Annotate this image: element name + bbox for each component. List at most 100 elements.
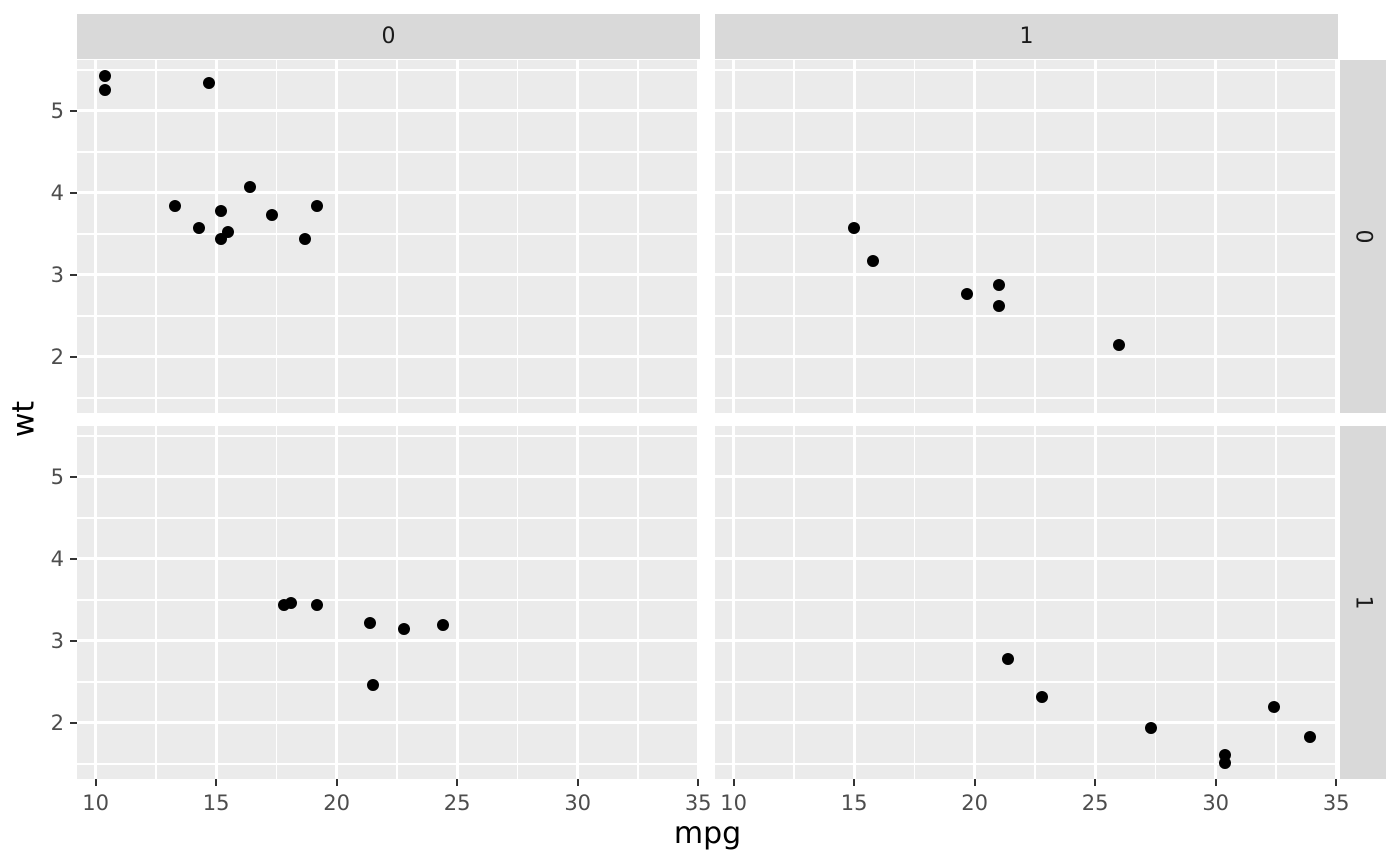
x-axis-tick: [1094, 779, 1097, 786]
data-point: [1144, 722, 1157, 735]
data-point: [992, 300, 1005, 313]
x-axis-tick-label: 10: [82, 791, 110, 815]
x-axis-tick: [94, 779, 97, 786]
gridline-minor-horizontal: [77, 599, 700, 601]
y-axis-tick: [70, 191, 77, 194]
y-axis-tick: [70, 109, 77, 112]
gridline-major-vertical: [455, 60, 459, 413]
y-axis-tick-label: 5: [50, 98, 64, 123]
x-axis-tick: [456, 779, 459, 786]
y-axis-tick-label: 3: [50, 262, 64, 287]
gridline-major-vertical: [696, 426, 700, 779]
facet-row-strip-0: 0: [1340, 60, 1386, 413]
x-axis-tick-label: 10: [720, 791, 748, 815]
data-point: [1219, 756, 1232, 769]
x-axis-title: mpg: [673, 816, 742, 851]
gridline-major-vertical: [1214, 426, 1218, 779]
data-point: [992, 279, 1005, 292]
gridline-major-vertical: [1214, 60, 1218, 413]
data-point: [366, 678, 379, 691]
gridline-minor-horizontal: [77, 233, 700, 235]
gridline-minor-horizontal: [715, 233, 1338, 235]
data-point: [99, 70, 112, 83]
gridline-minor-horizontal: [715, 763, 1338, 765]
facet-panel-row0-col0: [77, 60, 700, 413]
x-axis-tick: [1335, 779, 1338, 786]
gridline-major-horizontal: [77, 273, 700, 277]
data-point: [243, 181, 256, 194]
gridline-minor-horizontal: [77, 69, 700, 71]
x-axis-tick: [215, 779, 218, 786]
gridline-major-vertical: [852, 426, 856, 779]
y-axis-tick-label: 2: [50, 710, 64, 735]
gridline-major-horizontal: [77, 721, 700, 725]
gridline-minor-vertical: [275, 426, 278, 779]
data-point: [284, 597, 297, 610]
x-axis-tick: [732, 779, 735, 786]
data-point: [202, 76, 215, 89]
data-point: [848, 222, 861, 235]
y-axis-tick: [70, 475, 77, 478]
gridline-major-vertical: [335, 426, 339, 779]
data-point: [867, 254, 880, 267]
gridline-minor-vertical: [913, 60, 916, 413]
gridline-minor-horizontal: [77, 435, 700, 437]
data-point: [99, 84, 112, 97]
facet-panel-row1-col0: [77, 426, 700, 779]
gridline-minor-vertical: [913, 426, 916, 779]
x-axis-tick: [853, 779, 856, 786]
x-axis-tick: [697, 779, 700, 786]
gridline-minor-vertical: [275, 60, 278, 413]
x-axis-tick-label: 20: [961, 791, 989, 815]
data-point: [398, 622, 411, 635]
gridline-major-vertical: [94, 60, 98, 413]
gridline-minor-vertical: [793, 426, 795, 779]
x-axis-tick-label: 35: [1322, 791, 1350, 815]
gridline-major-horizontal: [715, 639, 1338, 643]
y-axis-tick: [70, 355, 77, 358]
x-axis-tick: [1214, 779, 1217, 786]
y-axis-tick: [70, 639, 77, 642]
gridline-major-horizontal: [77, 355, 700, 359]
gridline-minor-horizontal: [715, 315, 1338, 317]
gridline-major-horizontal: [77, 109, 700, 113]
x-axis-tick-label: 15: [202, 791, 230, 815]
gridline-minor-horizontal: [715, 435, 1338, 437]
data-point: [222, 226, 235, 239]
gridline-major-horizontal: [715, 109, 1338, 113]
y-axis-tick-label: 4: [50, 180, 64, 205]
gridline-minor-vertical: [396, 426, 398, 779]
facet-column-strip-1-label: 1: [1019, 24, 1034, 49]
x-axis-tick-label: 25: [1081, 791, 1109, 815]
data-point: [299, 232, 312, 245]
gridline-major-horizontal: [77, 191, 700, 195]
gridline-major-horizontal: [77, 639, 700, 643]
gridline-minor-vertical: [155, 60, 157, 413]
gridline-major-horizontal: [715, 475, 1338, 479]
y-axis-tick: [70, 273, 77, 276]
x-axis-tick-label: 30: [564, 791, 592, 815]
gridline-minor-horizontal: [77, 151, 700, 153]
gridline-major-vertical: [214, 426, 218, 779]
gridline-major-vertical: [455, 426, 459, 779]
gridline-minor-vertical: [516, 426, 519, 779]
gridline-major-horizontal: [715, 721, 1338, 725]
gridline-minor-vertical: [396, 60, 398, 413]
gridline-minor-horizontal: [715, 517, 1338, 519]
facet-row-strip-1-label: 1: [1350, 595, 1376, 610]
gridline-minor-vertical: [1034, 426, 1036, 779]
gridline-minor-vertical: [1034, 60, 1036, 413]
gridline-minor-horizontal: [77, 315, 700, 317]
y-axis-tick-label: 5: [50, 464, 64, 489]
gridline-major-vertical: [1093, 60, 1097, 413]
gridline-major-vertical: [852, 60, 856, 413]
gridline-major-vertical: [1334, 60, 1338, 413]
gridline-minor-vertical: [637, 426, 639, 779]
facet-column-strip-0-label: 0: [381, 24, 396, 49]
x-axis-tick-label: 15: [840, 791, 868, 815]
gridline-minor-horizontal: [715, 681, 1338, 683]
data-point: [1002, 652, 1015, 665]
gridline-major-vertical: [576, 426, 580, 779]
data-point: [311, 598, 324, 611]
gridline-major-vertical: [1334, 426, 1338, 779]
